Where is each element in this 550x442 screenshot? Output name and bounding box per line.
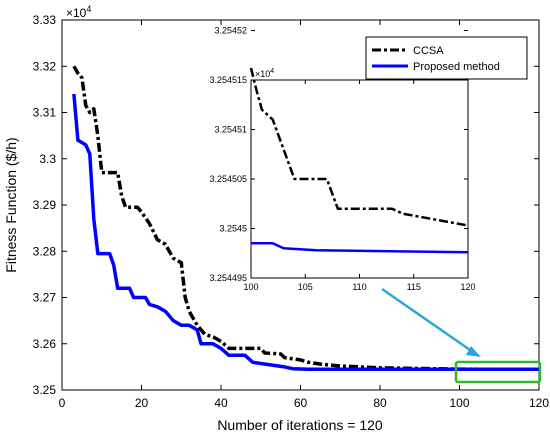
inset-x-tick-label-4: 120	[460, 282, 475, 292]
inset-plot-frame	[250, 79, 469, 279]
inset-chart: 100 105 110 115 120 3.254495 3.2545 3.254505 3.2…	[209, 26, 475, 293]
main-y-tick-label-3: 3.28	[33, 244, 57, 258]
main-y-exponent: ×104	[66, 4, 91, 20]
main-x-tick-label-4: 80	[373, 396, 387, 410]
main-x-tick-label-0: 0	[59, 396, 66, 410]
inset-series-group	[249, 67, 469, 254]
main-axis-ticks: 0 20 40 60 80 100 120 3.25 3.26 3.27 3.28 3.29 3.3 3.…	[33, 13, 550, 410]
inset-y-tick-label-3: 3.25451	[214, 125, 247, 135]
inset-series-line-proposed-method	[251, 242, 469, 254]
inset-y-exponent: ×104	[255, 68, 274, 79]
main-y-tick-label-0: 3.25	[33, 383, 57, 397]
y-axis-label: Fitness Function ($/h)	[3, 137, 19, 272]
inset-x-tick-label-1: 105	[298, 282, 313, 292]
zoom-arrow-head	[466, 346, 481, 357]
inset-x-tick-label-3: 115	[407, 282, 421, 292]
legend-box	[365, 36, 528, 80]
main-x-tick-label-6: 120	[529, 396, 549, 410]
inset-series-line-ccsa	[249, 67, 469, 227]
legend: CCSA Proposed method	[365, 36, 528, 80]
zoom-arrow	[381, 287, 474, 354]
x-axis-label: Number of iterations = 120	[217, 417, 383, 433]
main-x-tick-label-1: 20	[135, 396, 149, 410]
legend-label-ccsa: CCSA	[413, 45, 444, 57]
main-y-tick-label-4: 3.29	[33, 198, 57, 212]
inset-axis-ticks: 100 105 110 115 120 3.254495 3.2545 3.254505 3.2…	[209, 26, 475, 293]
legend-label-proposed: Proposed method	[413, 61, 500, 73]
zoom-highlight-box	[454, 360, 542, 384]
main-series-group	[72, 65, 539, 372]
inset-x-tick-label-0: 100	[243, 282, 258, 292]
main-series-line-proposed-method	[72, 93, 539, 372]
main-y-tick-label-1: 3.26	[33, 337, 57, 351]
main-x-tick-label-5: 100	[449, 396, 469, 410]
main-series-line-ccsa	[72, 65, 539, 371]
inset-y-tick-label-1: 3.2545	[219, 224, 247, 234]
main-y-tick-label-5: 3.3	[39, 152, 56, 166]
main-y-tick-label-6: 3.31	[33, 106, 57, 120]
main-y-tick-label-7: 3.32	[33, 59, 57, 73]
inset-y-tick-label-5: 3.25452	[214, 26, 247, 36]
inset-y-tick-label-2: 3.254505	[209, 174, 247, 184]
inset-x-tick-label-2: 110	[352, 282, 366, 292]
inset-y-tick-label-0: 3.254495	[209, 273, 247, 283]
main-y-tick-label-2: 3.27	[33, 291, 57, 305]
inset-y-tick-label-4: 3.254515	[209, 75, 247, 85]
main-x-tick-label-2: 40	[214, 396, 228, 410]
main-y-tick-label-8: 3.33	[33, 13, 57, 27]
main-x-tick-label-3: 60	[294, 396, 308, 410]
